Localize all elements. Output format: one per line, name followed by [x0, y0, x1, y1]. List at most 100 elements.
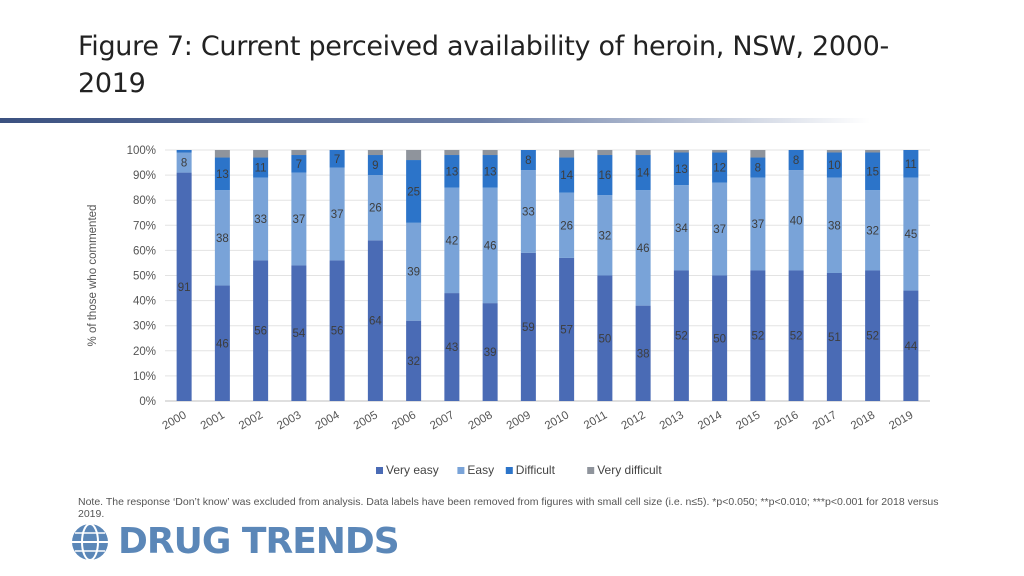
bar-segment	[214, 190, 230, 286]
bar-segment	[559, 257, 575, 401]
bar-segment	[712, 152, 728, 183]
bar-segment	[444, 293, 460, 401]
bar-segment	[826, 272, 842, 401]
y-tick-label: 80%	[133, 195, 156, 207]
x-tick-label: 2000	[160, 409, 188, 432]
y-tick-label: 40%	[133, 296, 156, 308]
y-axis-label: % of those who commented	[87, 205, 99, 347]
bar-segment	[214, 157, 230, 191]
x-tick-label: 2005	[352, 409, 380, 432]
data-label: 16	[598, 170, 611, 182]
bar-segment	[788, 170, 804, 271]
x-tick-label: 2016	[772, 409, 800, 432]
bar-segment	[865, 270, 881, 401]
legend-label: Very difficult	[597, 463, 662, 477]
data-label: 54	[292, 328, 305, 340]
legend-label: Difficult	[516, 463, 556, 477]
data-label: 12	[713, 163, 726, 175]
data-label: 32	[598, 230, 611, 242]
bar-segment	[329, 260, 345, 401]
bar-segment	[367, 150, 383, 156]
logo-text: DRUG TRENDS	[118, 521, 400, 562]
x-tick-label: 2017	[811, 409, 839, 432]
bar-segment	[826, 152, 842, 178]
y-tick-label: 30%	[133, 321, 156, 333]
bar-segment	[788, 270, 804, 401]
bar-segment	[367, 175, 383, 241]
x-tick-label: 2001	[199, 409, 227, 432]
legend-swatch	[457, 467, 465, 474]
globe-icon	[72, 523, 108, 561]
data-label: 52	[866, 331, 879, 343]
y-tick-label: 90%	[133, 170, 156, 182]
data-label: 26	[560, 220, 573, 232]
data-label: 37	[713, 224, 726, 236]
legend-label: Very easy	[386, 463, 439, 477]
data-label: 25	[407, 186, 420, 198]
x-tick-label: 2014	[696, 409, 725, 432]
x-tick-label: 2008	[466, 409, 494, 432]
data-label: 8	[793, 155, 799, 167]
data-label: 56	[254, 326, 267, 338]
bar-segment	[444, 155, 460, 188]
x-tick-label: 2015	[734, 409, 762, 432]
data-label: 7	[334, 154, 340, 166]
data-label: 38	[216, 233, 229, 245]
bar-segment	[635, 150, 651, 156]
data-label: 40	[790, 215, 803, 227]
data-label: 10	[828, 160, 841, 172]
data-label: 45	[904, 229, 917, 241]
bar-segment	[673, 185, 689, 271]
bar-segment	[750, 157, 766, 178]
data-label: 14	[560, 170, 573, 182]
data-label: 11	[255, 163, 267, 175]
bar-segment	[176, 172, 192, 401]
drug-trends-logo: DRUG TRENDS	[70, 521, 400, 562]
x-tick-label: 2009	[505, 409, 533, 432]
bar-segment	[482, 155, 498, 188]
x-tick-label: 2004	[313, 409, 342, 432]
bar-segment	[559, 192, 575, 258]
data-label: 43	[445, 342, 458, 354]
bar-segment	[788, 150, 804, 171]
y-tick-label: 50%	[133, 271, 156, 283]
bar-segment	[712, 182, 728, 276]
x-tick-label: 2003	[275, 409, 303, 432]
bar-segment	[635, 155, 651, 191]
data-label: 37	[331, 209, 344, 221]
bar-segment	[482, 187, 498, 304]
bar-segment	[406, 222, 422, 321]
bar-segment	[406, 150, 422, 161]
data-label: 37	[292, 214, 305, 226]
stacked-bar-chart: 0% 10% 20% 30% 40% 50% 60% 70% 80% 90% 100% % of t…	[87, 145, 930, 477]
chart-gridlines	[165, 149, 930, 402]
bar-segment	[444, 187, 460, 294]
x-tick-label: 2018	[849, 409, 877, 432]
data-label: 52	[790, 331, 803, 343]
bar-segment	[176, 150, 192, 153]
bar-segment	[559, 157, 575, 193]
data-label: 57	[560, 324, 573, 336]
bar-segment	[597, 275, 613, 401]
bar-segment	[214, 150, 230, 158]
bar-segment	[291, 265, 307, 401]
x-tick-label: 2010	[543, 409, 571, 432]
legend-swatch	[505, 467, 513, 474]
data-label: 13	[216, 169, 229, 181]
bar-segment	[253, 260, 269, 401]
bar-segment	[291, 155, 307, 173]
data-label: 38	[637, 348, 650, 360]
bar-segment	[291, 172, 307, 266]
bar-segment	[482, 303, 498, 401]
bar-segment	[367, 155, 383, 176]
data-label: 46	[484, 240, 497, 252]
footnote: Note. The response ‘Don’t know’ was excl…	[78, 496, 939, 520]
x-tick-label: 2012	[619, 409, 647, 432]
data-label: 14	[637, 168, 650, 180]
bar-segment	[826, 177, 842, 273]
bar-segment	[750, 177, 766, 271]
y-axis-ticks: 0% 10% 20% 30% 40% 50% 60% 70% 80% 90% 100%	[127, 145, 156, 408]
data-label: 33	[254, 214, 267, 226]
y-tick-label: 70%	[133, 220, 156, 232]
y-tick-label: 10%	[133, 371, 156, 383]
